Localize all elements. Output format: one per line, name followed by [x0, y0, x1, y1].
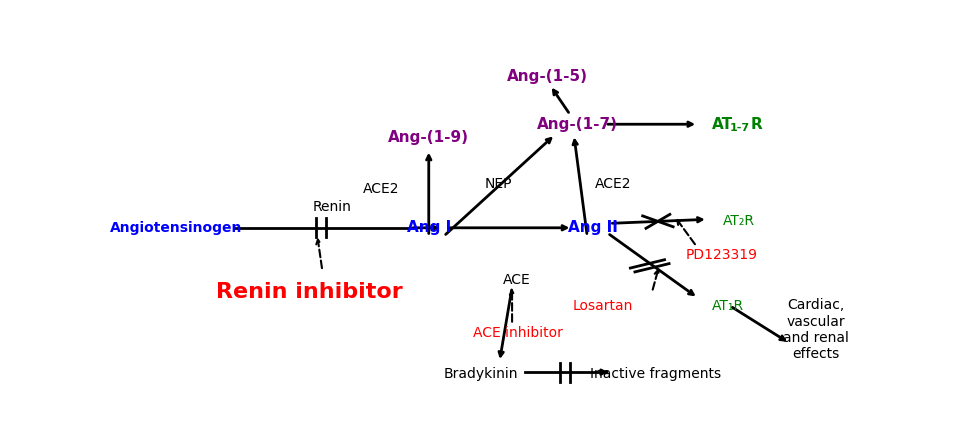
Text: ACE: ACE: [503, 273, 531, 288]
Text: 1-7: 1-7: [731, 123, 750, 133]
Text: ACE2: ACE2: [363, 182, 399, 196]
Text: R: R: [750, 117, 762, 132]
Text: Renin inhibitor: Renin inhibitor: [216, 282, 403, 303]
Text: NEP: NEP: [484, 177, 512, 191]
Text: Angiotensinogen: Angiotensinogen: [109, 221, 242, 235]
Text: Inactive fragments: Inactive fragments: [590, 367, 721, 381]
Text: Bradykinin: Bradykinin: [444, 367, 518, 381]
Text: AT: AT: [711, 117, 732, 132]
Text: PD123319: PD123319: [685, 248, 757, 262]
Text: Losartan: Losartan: [573, 299, 634, 313]
Text: ACE2: ACE2: [594, 177, 631, 191]
Text: Ang I: Ang I: [407, 220, 451, 235]
Text: Ang-(1-9): Ang-(1-9): [388, 130, 469, 146]
Text: Cardiac,
vascular
and renal
effects: Cardiac, vascular and renal effects: [782, 299, 849, 361]
Text: Renin: Renin: [313, 200, 351, 214]
Text: ACE inhibitor: ACE inhibitor: [473, 326, 563, 340]
Text: Ang-(1-5): Ang-(1-5): [507, 69, 588, 84]
Text: AT₁R: AT₁R: [711, 299, 744, 313]
Text: Ang II: Ang II: [567, 220, 617, 235]
Text: AT₂R: AT₂R: [723, 214, 755, 228]
Text: Ang-(1-7): Ang-(1-7): [537, 117, 618, 132]
